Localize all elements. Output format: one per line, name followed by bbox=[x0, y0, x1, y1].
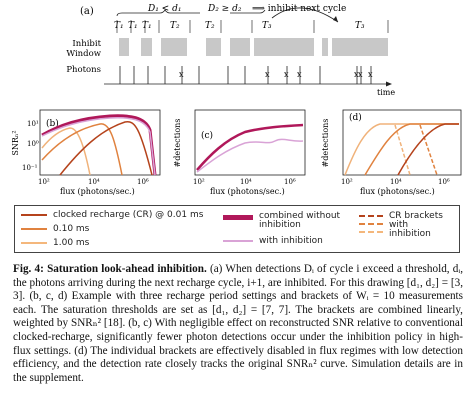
brace-d1 bbox=[116, 9, 200, 17]
svg-text:10⁶: 10⁶ bbox=[284, 178, 296, 186]
d1-rule: D₁ < d₁ bbox=[147, 4, 181, 14]
svg-text:x: x bbox=[284, 70, 289, 79]
caption-line: significantly fewer photon detections oc… bbox=[13, 330, 463, 357]
t-label: T₁ bbox=[114, 21, 124, 31]
t-label: T₃ bbox=[262, 21, 272, 31]
caption-line: With negligible effect on reconstructed … bbox=[13, 317, 463, 343]
chart-d: (d) #detections 10² 10⁴ 10⁶ flux (photon… bbox=[321, 109, 462, 196]
caption-label: Fig. 4: Saturation look-ahead inhibition… bbox=[13, 263, 207, 275]
svg-text:10⁴: 10⁴ bbox=[88, 178, 100, 186]
series-d-001ms bbox=[397, 123, 459, 176]
legend-swatch bbox=[223, 215, 253, 220]
panel-a-label: (a) bbox=[80, 6, 94, 17]
chart-b-xlabel: flux (photons/sec.) bbox=[60, 187, 135, 196]
brace-d2 bbox=[230, 9, 266, 14]
inhibited-marks: x x x x x x x bbox=[179, 70, 373, 79]
svg-text:10²: 10² bbox=[38, 178, 50, 186]
series-d-1ms bbox=[344, 123, 459, 176]
chart-c: (c) #detections 10² 10⁴ 10⁶ flux (photon… bbox=[173, 109, 306, 196]
svg-text:10²: 10² bbox=[341, 178, 353, 186]
time-axis-arrowhead bbox=[386, 81, 392, 87]
caption-line: [d₁, d₂] = [7, 7]. The brackets are comb… bbox=[13, 303, 463, 330]
caption-line: settings. (d) The individual brackets ar… bbox=[34, 344, 419, 357]
series-b-1ms bbox=[41, 127, 91, 176]
legend-swatch bbox=[21, 228, 47, 230]
inhibit-arc-arrow bbox=[271, 7, 339, 23]
svg-text:10⁰: 10⁰ bbox=[27, 140, 39, 148]
chart-d-xlabel: flux (photons/sec.) bbox=[360, 187, 435, 196]
row-label-window: Window bbox=[66, 49, 101, 59]
svg-text:10⁴: 10⁴ bbox=[390, 178, 402, 186]
t-label: T₁ bbox=[142, 21, 152, 31]
chart-c-ylabel: #detections bbox=[173, 119, 182, 168]
chart-legend: clocked recharge (CR) @ 0.01 ms 0.10 ms … bbox=[14, 205, 460, 253]
caption-line: (a) When detections Dᵢ of cycle i exceed bbox=[209, 263, 394, 275]
inhibit-arc-arrowhead bbox=[333, 16, 338, 22]
row-label-inhibit: Inhibit bbox=[72, 39, 101, 49]
series-d-1ms-bracket bbox=[394, 124, 411, 176]
series-d-010ms bbox=[364, 123, 459, 176]
legend-item-combined: combined without inhibition bbox=[223, 212, 340, 230]
legend-item-cr-001: clocked recharge (CR) @ 0.01 ms bbox=[21, 211, 203, 220]
legend-item-cr-010: 0.10 ms bbox=[21, 225, 89, 234]
legend-item-cr-100: 1.00 ms bbox=[21, 239, 89, 248]
legend-swatch bbox=[359, 215, 383, 233]
svg-text:10¹: 10¹ bbox=[27, 120, 39, 128]
svg-text:x: x bbox=[179, 70, 184, 79]
svg-text:x: x bbox=[354, 70, 359, 79]
svg-text:x: x bbox=[358, 70, 363, 79]
caption-line: detection efficiency, and the detection … bbox=[13, 344, 463, 371]
t-label: T₁ bbox=[128, 21, 138, 31]
series-d-010ms-bracket bbox=[419, 124, 438, 176]
svg-text:x: x bbox=[297, 70, 302, 79]
figure-canvas: (a) D₁ < d₁ D₂ ≥ d₂ ⟹ inhibit next cycle… bbox=[11, 4, 462, 196]
t-label: T₂ bbox=[170, 21, 180, 31]
d2-rule: D₂ ≥ d₂ bbox=[207, 4, 242, 14]
svg-text:x: x bbox=[368, 70, 373, 79]
chart-d-xticks: 10² 10⁴ 10⁶ bbox=[341, 178, 450, 186]
svg-text:10²: 10² bbox=[193, 178, 205, 186]
series-c-combined bbox=[196, 123, 304, 171]
series-b-001ms bbox=[59, 120, 153, 176]
legend-swatch bbox=[21, 242, 47, 244]
svg-text:10⁶: 10⁶ bbox=[438, 178, 450, 186]
legend-swatch bbox=[223, 240, 253, 242]
chart-d-ylabel: #detections bbox=[321, 119, 330, 168]
photon-arrows bbox=[119, 66, 372, 84]
caption-line: a threshold, dᵢ, the photons arriving du… bbox=[13, 263, 464, 289]
chart-b-yticks: 10¹ 10⁰ 10⁻¹ bbox=[22, 120, 39, 172]
caption-line: Simulation details are in the supplement… bbox=[13, 358, 463, 384]
svg-text:10⁴: 10⁴ bbox=[240, 178, 252, 186]
chart-b-label: (b) bbox=[46, 118, 59, 129]
svg-text:x: x bbox=[265, 70, 270, 79]
chart-b-ylabel: SNRₙ² bbox=[11, 130, 20, 155]
series-b-combined bbox=[41, 114, 157, 176]
legend-item-with-inhibition: with inhibition bbox=[223, 237, 323, 246]
t-label: T₂ bbox=[205, 21, 215, 31]
svg-text:10⁻¹: 10⁻¹ bbox=[22, 164, 38, 172]
svg-text:10⁶: 10⁶ bbox=[137, 178, 149, 186]
figure-caption: Fig. 4: Saturation look-ahead inhibition… bbox=[13, 263, 463, 385]
inhibit-next-cycle-text: ⟹ inhibit next cycle bbox=[252, 4, 346, 14]
chart-d-label: (d) bbox=[349, 112, 362, 123]
t-label: T₃ bbox=[355, 21, 365, 31]
series-b-010ms bbox=[41, 123, 123, 176]
legend-item-cr-brackets: CR brackets with inhibition bbox=[359, 212, 443, 239]
time-label: time bbox=[377, 88, 395, 97]
series-b-with-inhibition bbox=[41, 117, 156, 176]
caption-line: For this drawing [d₁, d₂] = [3, 3]. (b, … bbox=[13, 276, 464, 303]
legend-swatch bbox=[21, 214, 47, 216]
caption-line: and brackets of Wᵢ = 10 measurements eac… bbox=[13, 290, 464, 316]
chart-b: (b) SNRₙ² 10¹ 10⁰ 10⁻¹ 10² 10⁴ 10⁶ flux … bbox=[11, 109, 161, 196]
series-c-with-inhibition bbox=[196, 138, 304, 173]
row-label-photons: Photons bbox=[66, 65, 101, 75]
chart-c-label: (c) bbox=[201, 130, 213, 141]
inhibit-window-blocks bbox=[119, 38, 388, 56]
chart-b-xticks: 10² 10⁴ 10⁶ bbox=[38, 178, 149, 186]
chart-c-xlabel: flux (photons/sec.) bbox=[210, 187, 285, 196]
chart-c-xticks: 10² 10⁴ 10⁶ bbox=[193, 178, 296, 186]
